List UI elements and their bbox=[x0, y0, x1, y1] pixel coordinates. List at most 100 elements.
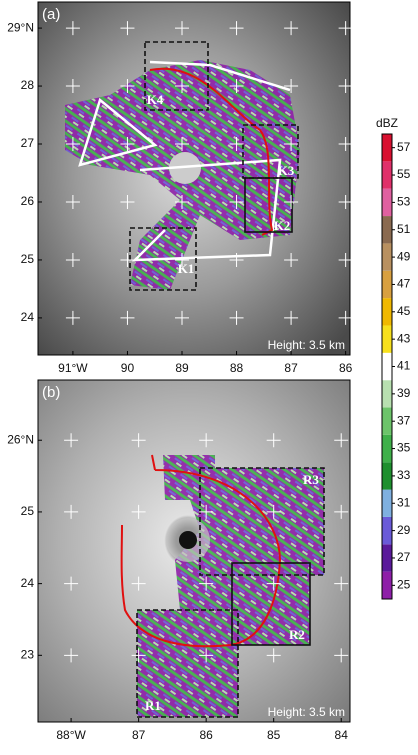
colorbar-tick-label: 25 bbox=[397, 577, 411, 591]
y-tick-label: 24 bbox=[21, 310, 35, 324]
grid-cross bbox=[120, 79, 135, 94]
region-label: K3 bbox=[278, 163, 295, 178]
x-tick-label: 87 bbox=[284, 361, 298, 375]
colorbar-title: dBZ bbox=[376, 116, 398, 130]
region-label: R1 bbox=[145, 698, 161, 713]
region-box bbox=[231, 562, 311, 646]
colorbar-tick-label: 45 bbox=[397, 304, 411, 318]
flight-track bbox=[78, 60, 291, 262]
grid-cross bbox=[284, 194, 299, 209]
x-tick-label: 88°W bbox=[56, 728, 86, 742]
grid-cross bbox=[266, 576, 281, 591]
colorbar-bin bbox=[382, 516, 392, 545]
colorbar-tick-label: 49 bbox=[397, 249, 411, 263]
grid-cross bbox=[64, 433, 79, 448]
y-tick-label: 24 bbox=[21, 576, 35, 590]
grid-cross bbox=[65, 194, 80, 209]
colorbar-bin bbox=[382, 188, 392, 217]
grid-cross bbox=[338, 310, 353, 325]
grid-cross bbox=[284, 137, 299, 152]
grid-cross bbox=[131, 648, 146, 663]
grid-cross bbox=[131, 433, 146, 448]
panel-frame bbox=[37, 1, 351, 356]
grid-cross bbox=[199, 576, 214, 591]
x-tick-label: 91°W bbox=[58, 361, 88, 375]
region-box bbox=[129, 227, 197, 291]
grid-cross bbox=[131, 576, 146, 591]
grid-cross bbox=[338, 21, 353, 36]
grid-cross bbox=[229, 21, 244, 36]
grid-cross bbox=[120, 137, 135, 152]
panel-frame bbox=[37, 379, 351, 723]
region-label: K2 bbox=[274, 218, 291, 233]
colorbar-tick-label: 51 bbox=[397, 222, 411, 236]
x-tick-label: 84 bbox=[335, 728, 349, 742]
panel-a: K1 K2 K3 K4 (a) Height: 3.5 km bbox=[37, 1, 351, 356]
colorbar-bin bbox=[382, 462, 392, 490]
grid-cross bbox=[334, 576, 349, 591]
x-tick-label: 90 bbox=[121, 361, 135, 375]
colorbar-bin bbox=[382, 434, 392, 463]
grid-cross bbox=[334, 433, 349, 448]
panel-label: (a) bbox=[42, 6, 60, 23]
grid-cross bbox=[175, 137, 189, 152]
colorbar-bin bbox=[382, 216, 392, 244]
colorbar-bin bbox=[382, 298, 392, 326]
eye bbox=[179, 531, 197, 549]
colorbar-bin bbox=[382, 407, 392, 435]
grid-cross bbox=[65, 252, 80, 267]
region-box bbox=[199, 467, 325, 576]
grid-cross bbox=[65, 79, 80, 94]
y-tick-label: 27 bbox=[21, 136, 35, 150]
colorbar-bin bbox=[382, 380, 392, 408]
colorbar-tick-label: 57 bbox=[397, 140, 411, 154]
radar-echo bbox=[137, 455, 324, 717]
height-note: Height: 3.5 km bbox=[268, 338, 345, 352]
x-tick-label: 89 bbox=[175, 361, 189, 375]
colorbar-tick-label: 37 bbox=[397, 413, 411, 427]
grid-cross bbox=[338, 79, 353, 94]
region-label: K1 bbox=[178, 261, 195, 276]
grid-cross bbox=[199, 433, 214, 448]
region-box bbox=[242, 124, 299, 179]
y-tick-label: 29°N bbox=[7, 20, 34, 34]
colorbar-tick-label: 41 bbox=[397, 359, 411, 373]
grid-cross bbox=[266, 433, 281, 448]
grid-cross bbox=[120, 194, 135, 209]
storm-track bbox=[149, 67, 274, 236]
region-label: K4 bbox=[147, 92, 164, 107]
grid-cross bbox=[64, 504, 79, 519]
grid-cross bbox=[175, 79, 189, 94]
grid-cross bbox=[199, 648, 214, 663]
y-tick-label: 25 bbox=[21, 252, 35, 266]
region-label: R2 bbox=[289, 627, 305, 642]
grid-cross bbox=[266, 504, 281, 519]
grid-cross bbox=[334, 648, 349, 663]
grid-cross bbox=[65, 21, 80, 36]
colorbar-bin bbox=[382, 270, 392, 299]
x-tick-label: 87 bbox=[132, 728, 146, 742]
grid-cross bbox=[120, 252, 135, 267]
grid-cross bbox=[284, 252, 299, 267]
x-tick-label: 85 bbox=[267, 728, 281, 742]
colorbar-bin bbox=[382, 489, 392, 517]
colorbar-bin bbox=[382, 544, 392, 572]
grid-cross bbox=[175, 21, 189, 36]
panel-b: R1 R2 R3 (b) Height: 3.5 km bbox=[37, 379, 351, 723]
colorbar-bin bbox=[382, 325, 392, 353]
region-label: R3 bbox=[303, 472, 319, 487]
colorbar-bin bbox=[382, 161, 392, 189]
grid-cross bbox=[64, 576, 79, 591]
grid-cross bbox=[284, 310, 299, 325]
colorbar-tick-label: 55 bbox=[397, 167, 411, 181]
colorbar-bin bbox=[382, 134, 392, 162]
colorbar-tick-label: 35 bbox=[397, 441, 411, 455]
y-tick-label: 28 bbox=[21, 78, 35, 92]
grid-cross bbox=[175, 310, 189, 325]
grid-cross bbox=[229, 194, 244, 209]
y-tick-label: 26 bbox=[21, 194, 35, 208]
grid-cross bbox=[338, 194, 353, 209]
colorbar-tick-label: 31 bbox=[397, 495, 411, 509]
grid-cross bbox=[334, 504, 349, 519]
colorbar-bin bbox=[382, 243, 392, 271]
